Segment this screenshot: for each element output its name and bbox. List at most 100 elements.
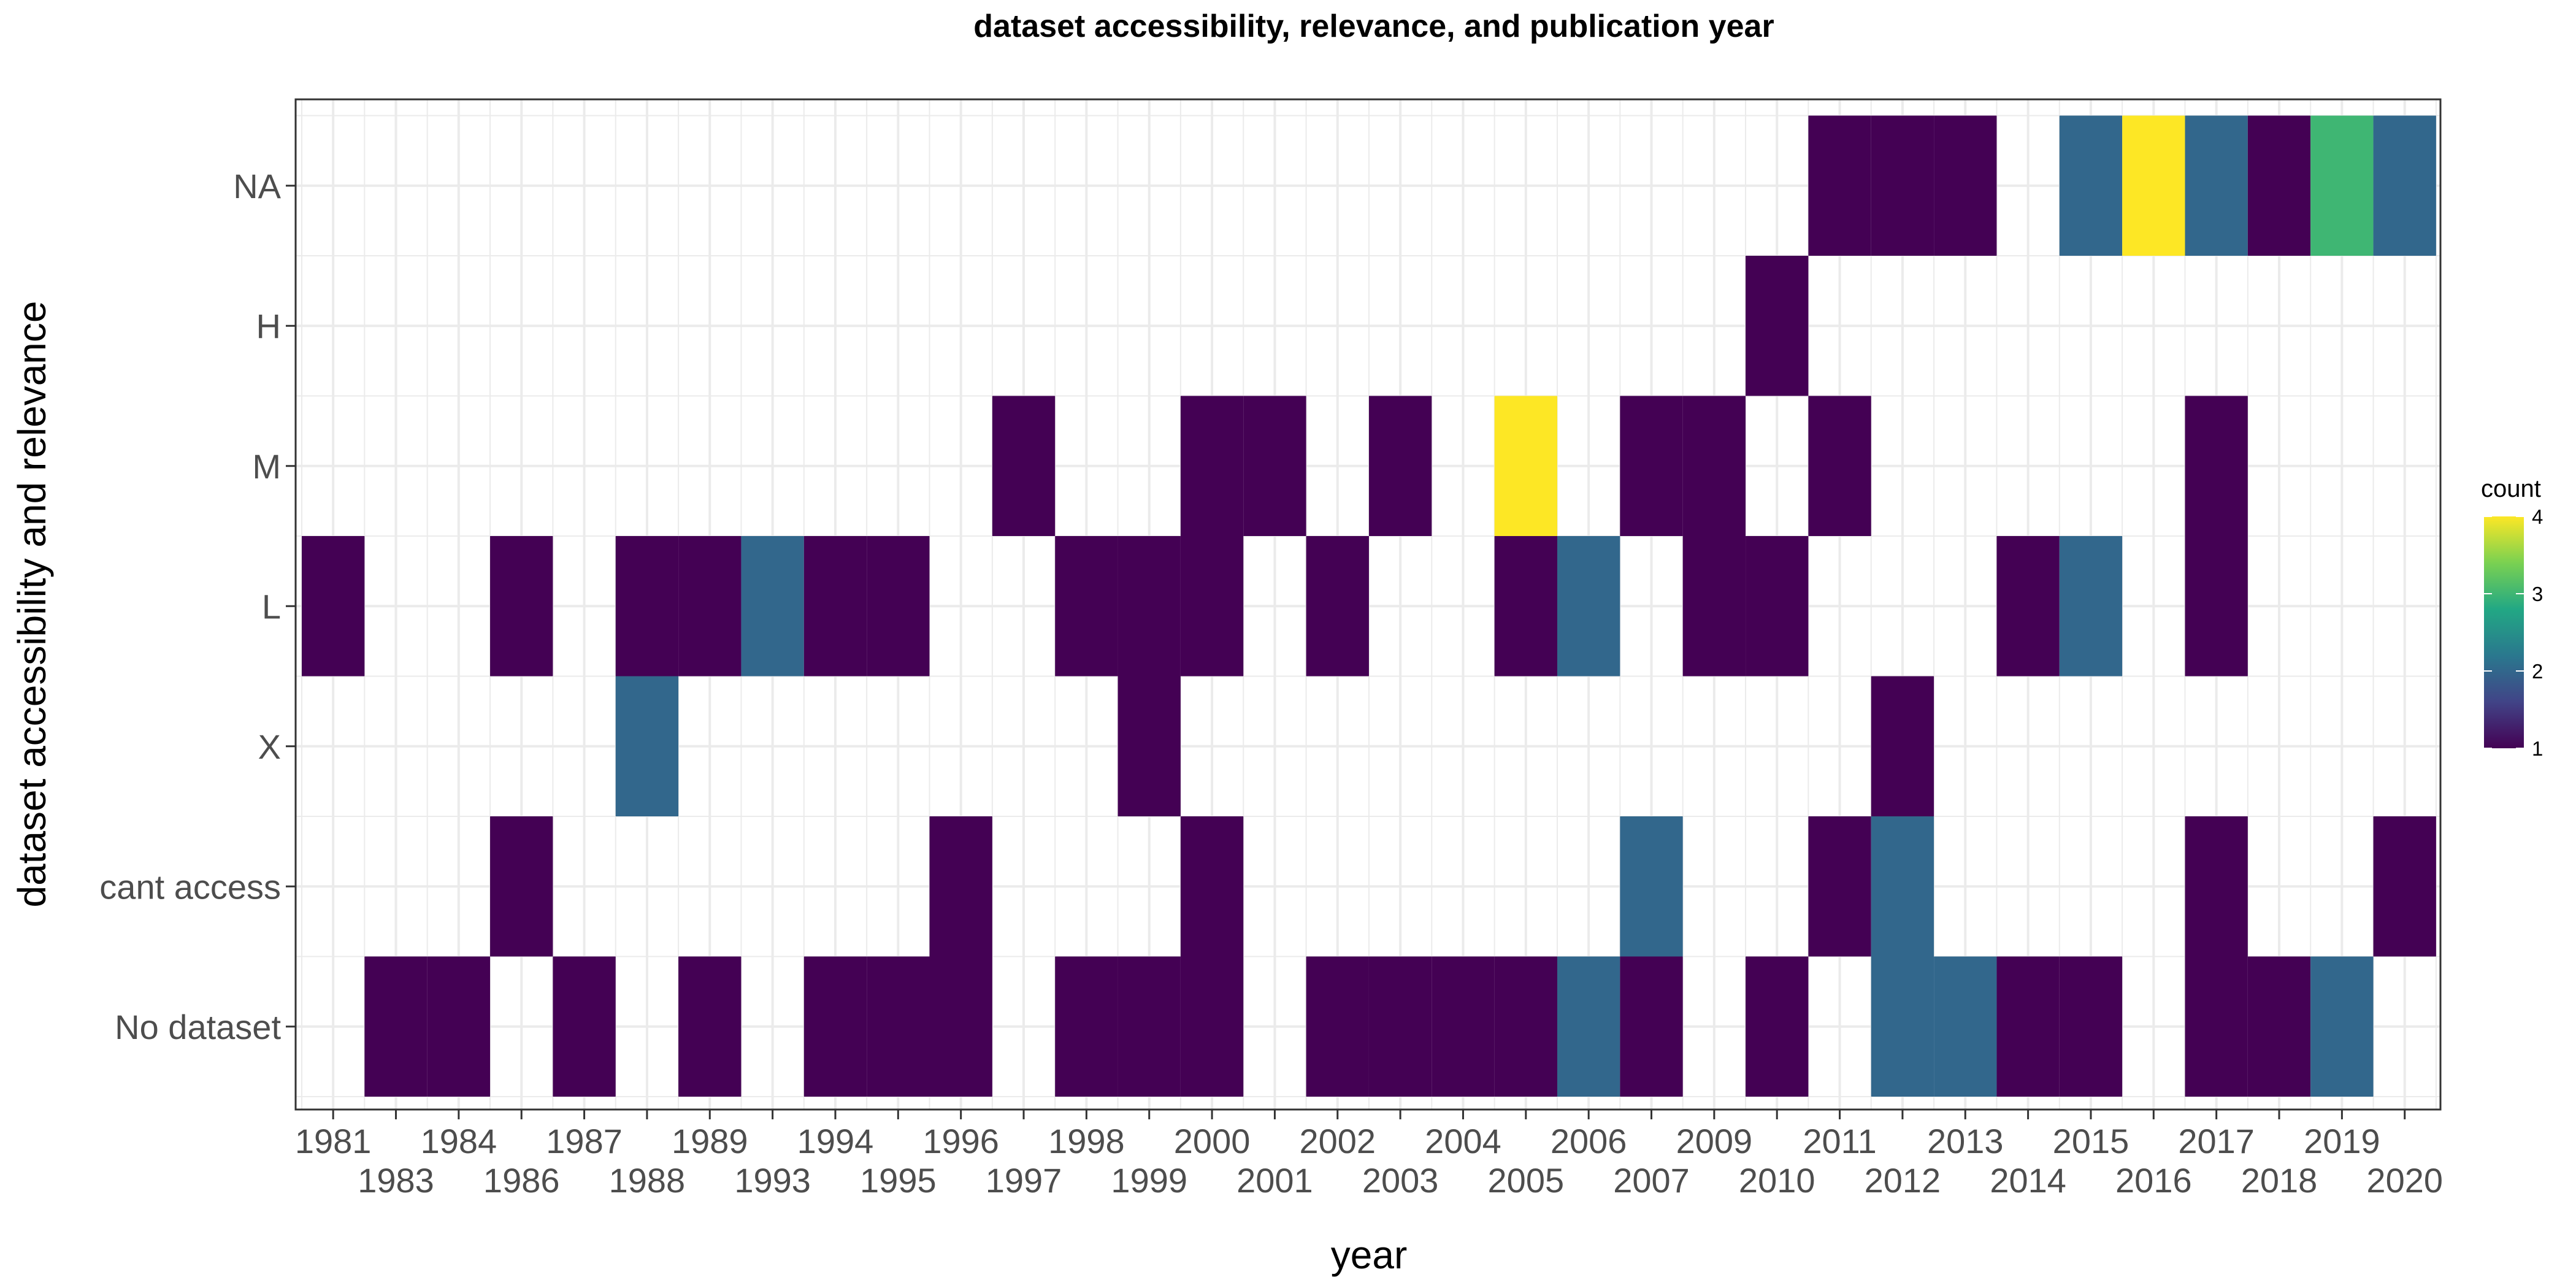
heatmap-cell xyxy=(867,956,930,1097)
heatmap-cell xyxy=(1494,536,1557,677)
x-tick-label: 2006 xyxy=(1551,1122,1627,1160)
x-tick-label: 1983 xyxy=(358,1161,434,1200)
heatmap-cell xyxy=(2310,956,2374,1097)
y-tick-label: cant access xyxy=(99,867,281,906)
x-tick-label: 1987 xyxy=(546,1122,623,1160)
heatmap-cell xyxy=(2185,115,2248,256)
y-tick-label: M xyxy=(252,447,281,486)
heatmap-cell xyxy=(1620,956,1683,1097)
heatmap-cell xyxy=(2373,816,2436,957)
heatmap-cell xyxy=(867,536,930,677)
heatmap-cell xyxy=(1808,816,1871,957)
x-tick-label: 2018 xyxy=(2241,1161,2318,1200)
x-tick-label: 1995 xyxy=(860,1161,937,1200)
heatmap-cell xyxy=(2247,115,2311,256)
chart-title: dataset accessibility, relevance, and pu… xyxy=(973,9,1774,44)
heatmap-cell xyxy=(1243,396,1306,536)
x-tick-label: 2001 xyxy=(1236,1161,1313,1200)
heatmap-cell xyxy=(1871,115,1934,256)
heatmap-cell xyxy=(1620,396,1683,536)
heatmap-cell xyxy=(1368,956,1432,1097)
heatmap-cell xyxy=(1996,956,2060,1097)
legend-colorbar xyxy=(2484,516,2524,748)
heatmap-cell xyxy=(1620,816,1683,957)
heatmap-cell xyxy=(2059,115,2123,256)
heatmap-cell xyxy=(803,956,867,1097)
x-tick-label: 2012 xyxy=(1865,1161,1941,1200)
x-tick-label: 2002 xyxy=(1299,1122,1376,1160)
legend: count 1 2 3 4 xyxy=(2481,475,2543,760)
heatmap-cell xyxy=(929,956,992,1097)
heatmap-cell xyxy=(741,536,804,677)
heatmap-cell xyxy=(1808,115,1871,256)
x-tick-label: 2004 xyxy=(1425,1122,1501,1160)
x-tick-label: 2011 xyxy=(1803,1122,1876,1160)
heatmap-cell xyxy=(1934,115,1997,256)
x-tick-label: 2016 xyxy=(2115,1161,2192,1200)
x-tick-label: 2003 xyxy=(1362,1161,1439,1200)
heatmap-cell xyxy=(1746,536,1809,677)
heatmap-cell xyxy=(2373,115,2436,256)
x-tick-label: 1994 xyxy=(797,1122,874,1160)
heatmap-cell xyxy=(1494,396,1557,536)
heatmap-cells xyxy=(302,115,2436,1097)
x-axis: 1981198319841986198719881989199319941995… xyxy=(295,1110,2443,1200)
heatmap-cell xyxy=(2059,536,2123,677)
x-tick-label: 2000 xyxy=(1174,1122,1251,1160)
x-tick-label: 1984 xyxy=(421,1122,497,1160)
heatmap-cell xyxy=(1557,956,1620,1097)
heatmap-cell xyxy=(2185,956,2248,1097)
heatmap-cell xyxy=(1180,816,1244,957)
plot-panel-border xyxy=(294,98,2442,1111)
heatmap-cell xyxy=(615,536,679,677)
x-tick-label: 1986 xyxy=(483,1161,560,1200)
heatmap-cell xyxy=(1808,396,1871,536)
x-tick-label: 2013 xyxy=(1927,1122,2004,1160)
heatmap-cell xyxy=(615,676,679,816)
heatmap-cell xyxy=(364,956,427,1097)
x-tick-label: 1998 xyxy=(1048,1122,1125,1160)
heatmap-cell xyxy=(803,536,867,677)
x-tick-label: 2005 xyxy=(1488,1161,1565,1200)
heatmap-cell xyxy=(1055,956,1118,1097)
heatmap-cell xyxy=(1117,676,1181,816)
heatmap-cell xyxy=(1934,956,1997,1097)
x-axis-title: year xyxy=(1331,1233,1408,1277)
heatmap-cell xyxy=(1368,396,1432,536)
heatmap-cell xyxy=(1180,396,1244,536)
y-tick-label: NA xyxy=(233,167,281,205)
y-axis: No dataset cant access X L M H NA xyxy=(99,167,296,1046)
heatmap-cell xyxy=(2185,536,2248,677)
heatmap-cell xyxy=(1494,956,1557,1097)
x-tick-label: 2014 xyxy=(1990,1161,2066,1200)
heatmap-cell xyxy=(1055,536,1118,677)
legend-tick-label: 4 xyxy=(2532,505,2543,528)
x-tick-label: 1997 xyxy=(986,1161,1062,1200)
heatmap-cell xyxy=(1117,956,1181,1097)
x-tick-label: 2019 xyxy=(2304,1122,2380,1160)
heatmap-cell xyxy=(2122,115,2185,256)
heatmap-cell xyxy=(678,536,742,677)
heatmap-cell xyxy=(1432,956,1495,1097)
heatmap-cell xyxy=(1557,536,1620,677)
heatmap-cell xyxy=(1306,956,1369,1097)
x-tick-label: 2007 xyxy=(1613,1161,1690,1200)
x-tick-label: 1996 xyxy=(922,1122,999,1160)
x-tick-label: 1988 xyxy=(609,1161,686,1200)
x-tick-label: 2010 xyxy=(1739,1161,1815,1200)
legend-tick-label: 1 xyxy=(2532,737,2543,760)
heatmap-cell xyxy=(1180,956,1244,1097)
heatmap-cell xyxy=(2185,816,2248,957)
x-tick-label: 2020 xyxy=(2366,1161,2443,1200)
heatmap-cell xyxy=(1746,256,1809,396)
heatmap-cell xyxy=(490,536,553,677)
legend-tick-label: 2 xyxy=(2532,660,2543,683)
x-tick-label: 1981 xyxy=(295,1122,372,1160)
heatmap-cell xyxy=(1871,816,1934,957)
heatmap-cell xyxy=(2310,115,2374,256)
heatmap-cell xyxy=(2185,396,2248,536)
heatmap-cell xyxy=(992,396,1056,536)
heatmap-cell xyxy=(1117,536,1181,677)
x-tick-label: 2017 xyxy=(2178,1122,2255,1160)
